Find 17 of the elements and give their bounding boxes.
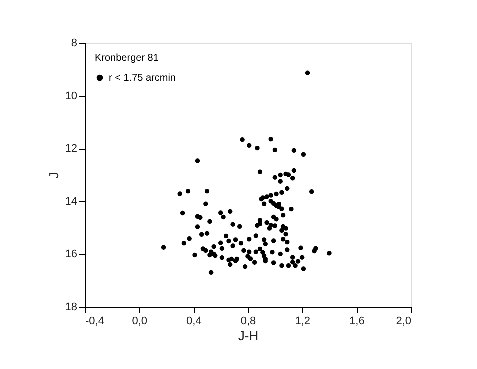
x-tick-label: 0,8 xyxy=(240,316,256,328)
y-tick-label: 10 xyxy=(65,90,78,102)
x-tick-label: 0,4 xyxy=(186,316,202,328)
y-tick-label: 18 xyxy=(65,302,78,314)
x-axis-title: J-H xyxy=(238,328,259,344)
y-tick-label: 12 xyxy=(65,143,78,156)
legend-title: Kronberger 81 xyxy=(95,53,160,64)
x-tick-label: -0,4 xyxy=(86,316,104,328)
x-tick-label: 1,2 xyxy=(295,316,310,328)
y-tick-label: 8 xyxy=(71,38,78,50)
x-tick-label: 1,6 xyxy=(350,316,365,328)
y-axis-title: J xyxy=(46,172,62,179)
legend-label: r < 1.75 arcmin xyxy=(109,73,176,84)
x-tick-label: 2,0 xyxy=(396,316,412,328)
x-tick-label: 0,0 xyxy=(132,316,148,328)
y-tick-label: 16 xyxy=(65,248,78,261)
y-tick-label: 14 xyxy=(65,196,78,208)
